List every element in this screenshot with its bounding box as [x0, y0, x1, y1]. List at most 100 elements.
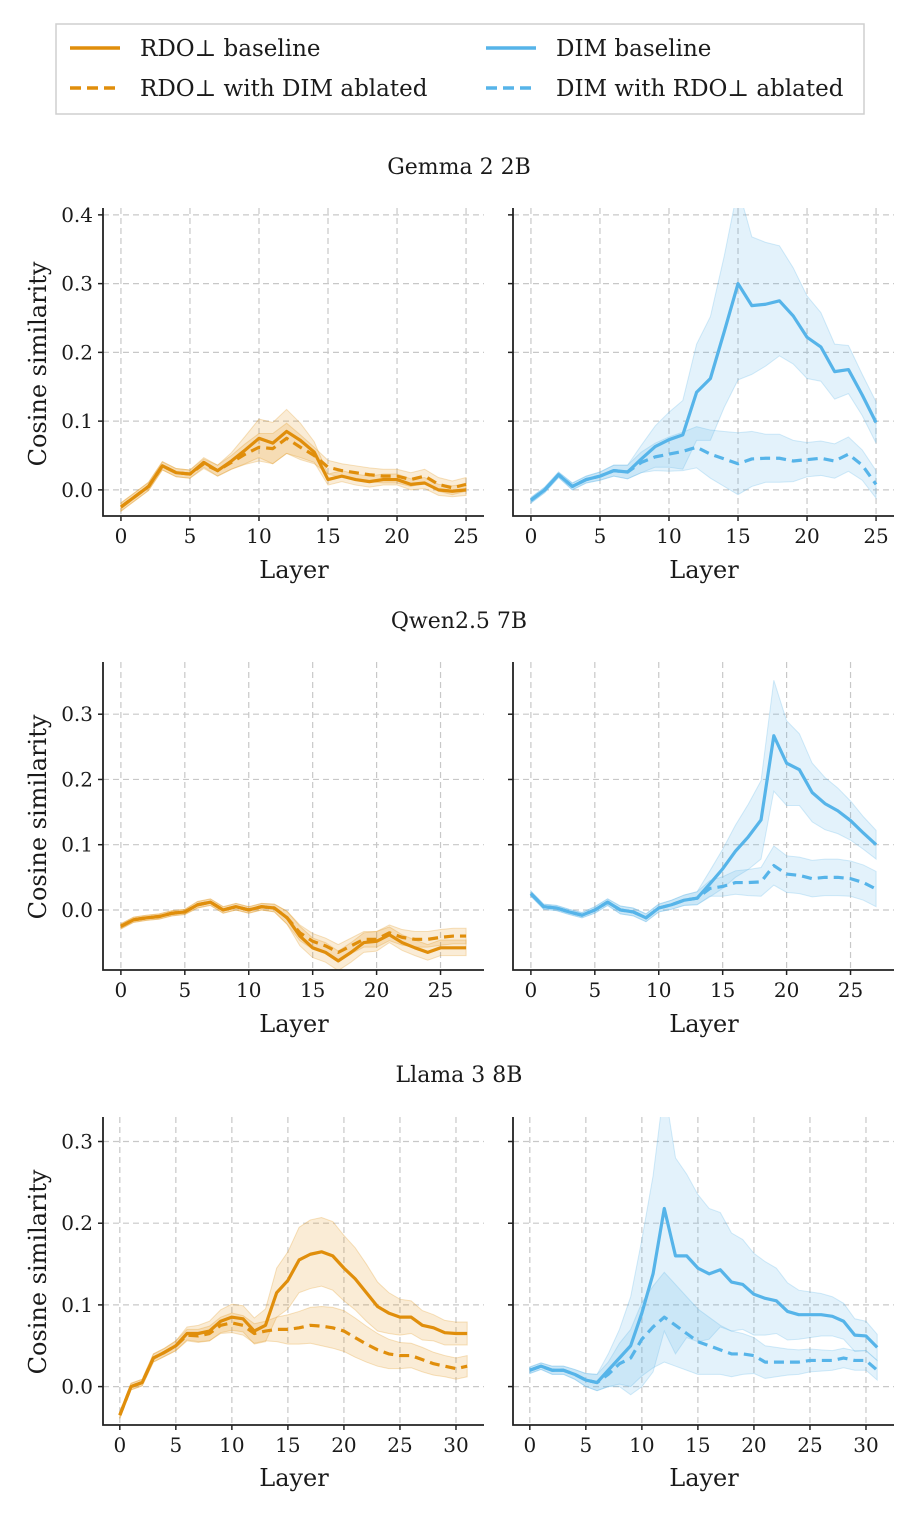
x-axis-label-gemma-right: Layer: [669, 556, 739, 584]
confidence-band-ablated: [530, 845, 877, 923]
panel-llama-left: 0 5 10 15 20 25 30 0.0 0.1 0.2 0.3: [61, 1117, 484, 1457]
plot-area: [529, 680, 878, 923]
y-axis-label-llama: Cosine similarity: [24, 1169, 52, 1374]
x-tick-label: 10: [219, 1433, 244, 1457]
confidence-band-baseline: [120, 898, 467, 970]
x-tick-label: 15: [725, 524, 750, 548]
x-tick-label: 0: [523, 1433, 536, 1457]
x-tick-label: 15: [710, 978, 735, 1002]
y-tick-label: 0.1: [61, 1293, 93, 1317]
legend-frame: [55, 23, 865, 115]
confidence-band-baseline: [120, 408, 467, 513]
x-tick-label: 15: [275, 1433, 300, 1457]
confidence-band-baseline: [529, 1117, 878, 1396]
x-axis-label-llama-left: Layer: [259, 1464, 329, 1492]
series-line-baseline: [120, 900, 467, 963]
plot-area: [529, 208, 878, 504]
x-tick-label: 25: [387, 1433, 412, 1457]
x-tick-label: 0: [525, 524, 538, 548]
legend: RDO⊥ baseline DIM baseline RDO⊥ with DIM…: [55, 23, 865, 115]
axis-spine: [102, 662, 484, 971]
confidence-band-baseline: [530, 208, 877, 504]
plot-area: [529, 1117, 879, 1396]
panel-qwen-left: 0 5 10 15 20 25 0.0 0.1 0.2 0.3: [61, 662, 484, 1002]
x-tick-label: 20: [384, 524, 409, 548]
x-tick-label: 0: [113, 1433, 126, 1457]
x-tick-label: 30: [853, 1433, 878, 1457]
y-tick-label: 0.0: [61, 898, 93, 922]
series-line-ablated: [529, 1315, 879, 1385]
x-tick-label: 25: [428, 978, 453, 1002]
row-title-llama: Llama 3 8B: [396, 1063, 523, 1088]
panel-gemma-left: 0 5 10 15 20 25 0.0 0.1 0.2 0.3 0.4: [61, 203, 484, 548]
x-tick-label: 25: [453, 524, 478, 548]
y-axis-label-qwen: Cosine similarity: [24, 714, 52, 919]
x-tick-label: 20: [331, 1433, 356, 1457]
x-axis-label-llama-right: Layer: [669, 1464, 739, 1492]
x-axis-label-gemma-left: Layer: [259, 556, 329, 584]
legend-label-rdo-ablated: RDO⊥ with DIM ablated: [140, 76, 428, 102]
series-line-baseline: [529, 1206, 879, 1385]
row-title-gemma: Gemma 2 2B: [387, 155, 531, 180]
confidence-band-ablated: [530, 426, 877, 504]
plot-area: [118, 1216, 468, 1419]
y-axis-label-gemma: Cosine similarity: [24, 261, 52, 466]
x-tick-label: 10: [646, 978, 671, 1002]
y-tick-label: 0.1: [61, 833, 93, 857]
y-tick-label: 0.3: [61, 1130, 93, 1154]
series-line-ablated: [118, 1321, 468, 1416]
confidence-band-baseline: [530, 680, 877, 923]
x-tick-label: 5: [169, 1433, 182, 1457]
panel-llama-right: 0 5 10 15 20 25 30: [508, 1117, 894, 1457]
y-tick-label: 0.2: [61, 767, 93, 791]
x-tick-label: 10: [246, 524, 271, 548]
x-tick-label: 5: [588, 978, 601, 1002]
x-tick-label: 30: [443, 1433, 468, 1457]
x-tick-label: 20: [774, 978, 799, 1002]
x-tick-label: 0: [525, 978, 538, 1002]
y-tick-label: 0.0: [61, 1375, 93, 1399]
legend-label-dim-baseline: DIM baseline: [556, 36, 711, 62]
plot-panels: 0 5 10 15 20 25 0.0 0.1 0.2 0.3 0.4 0 5 10 15 20 25 0 5 10 1…: [61, 203, 894, 1457]
y-tick-label: 0.1: [61, 409, 93, 433]
plot-area: [120, 898, 467, 970]
y-tick-label: 0.3: [61, 702, 93, 726]
x-tick-label: 10: [629, 1433, 654, 1457]
x-tick-label: 10: [656, 524, 681, 548]
x-tick-label: 20: [364, 978, 389, 1002]
x-tick-label: 15: [300, 978, 325, 1002]
y-tick-label: 0.0: [61, 478, 93, 502]
axis-spine: [102, 1117, 484, 1426]
x-tick-label: 10: [236, 978, 261, 1002]
legend-label-rdo-baseline: RDO⊥ baseline: [140, 36, 321, 62]
x-tick-label: 20: [794, 524, 819, 548]
x-tick-label: 5: [184, 524, 197, 548]
y-tick-label: 0.3: [61, 272, 93, 296]
x-tick-label: 25: [838, 978, 863, 1002]
x-axis-label-qwen-left: Layer: [259, 1010, 329, 1038]
y-tick-label: 0.2: [61, 1211, 93, 1235]
x-axis-label-qwen-right: Layer: [669, 1010, 739, 1038]
axis-spine: [512, 1117, 894, 1426]
axis-spine: [512, 662, 894, 971]
panel-qwen-right: 0 5 10 15 20 25: [508, 662, 894, 1002]
y-tick-label: 0.2: [61, 340, 93, 364]
x-tick-label: 20: [741, 1433, 766, 1457]
x-tick-label: 5: [178, 978, 191, 1002]
axis-spine: [102, 208, 484, 517]
x-tick-label: 0: [115, 978, 128, 1002]
series-line-baseline: [119, 429, 467, 509]
x-tick-label: 25: [797, 1433, 822, 1457]
x-tick-label: 0: [115, 524, 128, 548]
panel-gemma-right: 0 5 10 15 20 25: [508, 208, 894, 548]
x-tick-label: 5: [594, 524, 607, 548]
y-tick-label: 0.4: [61, 203, 93, 227]
legend-label-dim-ablated: DIM with RDO⊥ ablated: [556, 76, 844, 102]
x-tick-label: 25: [863, 524, 888, 548]
x-tick-label: 15: [685, 1433, 710, 1457]
plot-area: [119, 408, 467, 513]
row-title-qwen: Qwen2.5 7B: [391, 609, 527, 634]
x-tick-label: 5: [579, 1433, 592, 1457]
x-tick-label: 15: [315, 524, 340, 548]
